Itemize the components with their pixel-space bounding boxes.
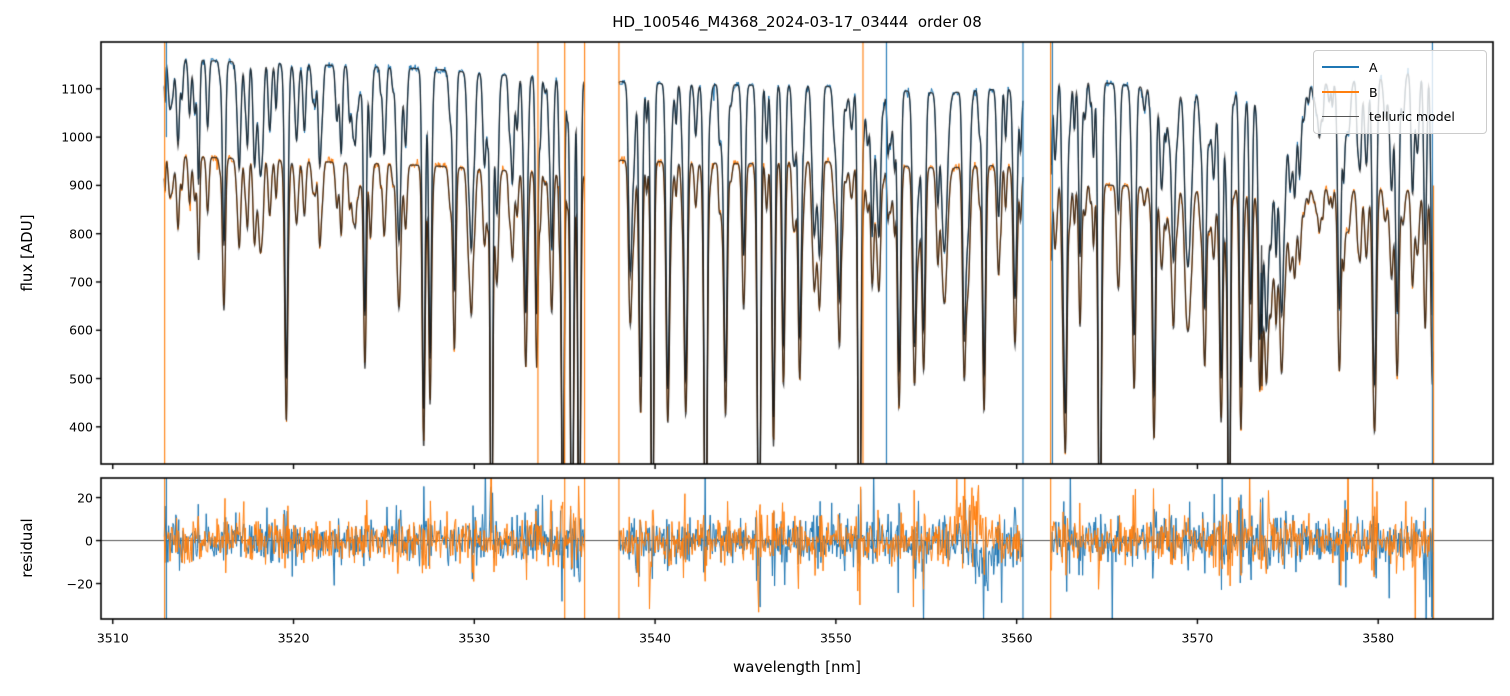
- legend: A B telluric model: [1313, 50, 1487, 134]
- x-tick-label: 3540: [639, 630, 671, 646]
- flux-tick-label: 700: [69, 274, 93, 290]
- legend-line-sample-a: [1322, 66, 1359, 69]
- legend-label-telluric: telluric model: [1369, 109, 1455, 125]
- legend-entry-telluric: telluric model: [1322, 104, 1478, 129]
- legend-entry-a: A: [1322, 55, 1478, 80]
- wavelength-axis-label: wavelength [nm]: [733, 658, 861, 676]
- x-tick-label: 3530: [458, 630, 491, 646]
- legend-entry-b: B: [1322, 80, 1478, 105]
- x-tick-label: 3520: [277, 630, 310, 646]
- residual-tick-label: 0: [85, 533, 93, 549]
- flux-tick-label: 800: [69, 226, 93, 242]
- flux-tick-label: 400: [69, 419, 93, 435]
- legend-label-a: A: [1369, 59, 1378, 75]
- residual-axis-label: residual: [18, 518, 36, 578]
- residual-tick-label: 20: [77, 490, 93, 506]
- x-tick-label: 3560: [1000, 630, 1033, 646]
- legend-label-b: B: [1369, 84, 1378, 100]
- x-tick-label: 3510: [96, 630, 129, 646]
- x-tick-label: 3550: [819, 630, 852, 646]
- plot-title: HD_100546_M4368_2024-03-17_03444 order 0…: [612, 13, 982, 31]
- legend-line-sample-telluric: [1322, 116, 1359, 118]
- flux-tick-label: 600: [69, 322, 93, 338]
- x-tick-label: 3580: [1362, 630, 1395, 646]
- residual-tick-label: −20: [66, 576, 93, 592]
- flux-tick-label: 900: [69, 177, 93, 193]
- x-tick-label: 3570: [1181, 630, 1214, 646]
- legend-line-sample-b: [1322, 91, 1359, 93]
- flux-tick-label: 500: [69, 371, 93, 387]
- flux-tick-label: 1100: [61, 81, 93, 97]
- flux-tick-label: 1000: [61, 129, 93, 145]
- flux-axis-label: flux [ADU]: [18, 214, 36, 292]
